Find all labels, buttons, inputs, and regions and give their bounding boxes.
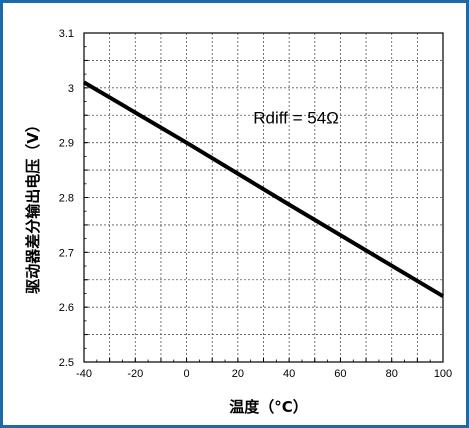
series-layer	[82, 80, 445, 298]
rdiff-annotation: Rdiff = 54Ω	[253, 108, 339, 127]
plot-area	[83, 32, 444, 363]
y-tick-label: 3.1	[59, 28, 74, 40]
x-tick-label: -40	[76, 368, 92, 380]
x-tick-label: 40	[283, 368, 295, 380]
x-tick-label: 0	[184, 368, 190, 380]
x-axis-title: 温度（°C）	[229, 398, 308, 416]
x-tick-label: 80	[386, 368, 398, 380]
x-tick-label: 20	[232, 368, 244, 380]
x-tick-labels: -40 -20 0 20 40 60 80 100	[76, 368, 452, 380]
x-tick-label: 100	[434, 368, 452, 380]
y-axis-title: 驱动器差分输出电压（V）	[24, 117, 42, 294]
y-tick-label: 2.5	[59, 357, 74, 369]
y-tick-label: 3	[68, 83, 74, 95]
y-tick-label: 2.7	[59, 247, 74, 259]
y-tick-label: 2.6	[59, 302, 74, 314]
series-line	[82, 80, 445, 298]
x-tick-label: -20	[127, 368, 143, 380]
y-tick-label: 2.8	[59, 193, 74, 205]
grid-lines	[84, 33, 443, 362]
y-tick-label: 2.9	[59, 138, 74, 150]
y-tick-labels: 2.5 2.6 2.7 2.8 2.9 3 3.1	[59, 28, 74, 369]
x-tick-label: 60	[334, 368, 346, 380]
